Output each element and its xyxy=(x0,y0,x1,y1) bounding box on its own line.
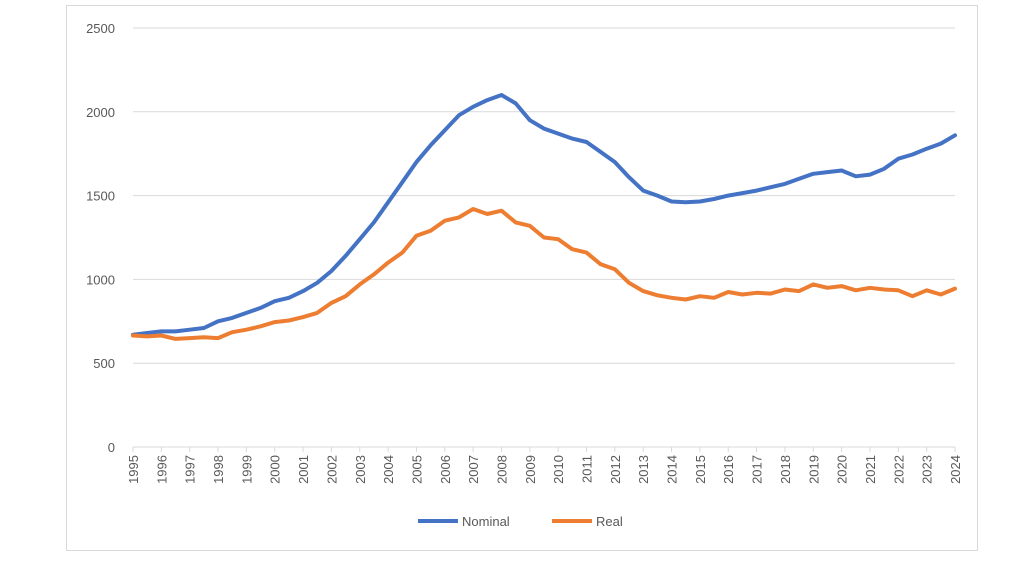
x-tick-label: 2014 xyxy=(665,455,680,484)
y-tick-label: 2500 xyxy=(86,21,115,36)
x-tick-label: 2002 xyxy=(324,455,339,484)
y-tick-label: 2000 xyxy=(86,105,115,120)
x-tick-label: 2021 xyxy=(863,455,878,484)
x-tick-label: 2024 xyxy=(948,455,963,484)
series-line-real xyxy=(131,207,957,341)
x-tick-label: 1995 xyxy=(126,455,141,484)
x-tick-label: 2005 xyxy=(409,455,424,484)
x-tick-label: 2018 xyxy=(778,455,793,484)
x-tick-label: 2023 xyxy=(920,455,935,484)
x-tick-label: 2017 xyxy=(750,455,765,484)
x-tick-label: 1996 xyxy=(154,455,169,484)
legend-label: Real xyxy=(596,514,623,529)
chart-frame xyxy=(66,5,978,551)
y-tick-label: 1500 xyxy=(86,189,115,204)
x-tick-label: 1999 xyxy=(239,455,254,484)
x-tick-label: 2019 xyxy=(806,455,821,484)
x-tick-label: 2022 xyxy=(891,455,906,484)
x-tick-label: 2006 xyxy=(438,455,453,484)
y-tick-label: 500 xyxy=(93,356,115,371)
x-tick-label: 2015 xyxy=(693,455,708,484)
y-tick-label: 0 xyxy=(108,440,115,455)
x-tick-label: 2007 xyxy=(466,455,481,484)
y-tick-label: 1000 xyxy=(86,272,115,287)
x-tick-label: 2020 xyxy=(835,455,850,484)
x-tick-label: 2008 xyxy=(494,455,509,484)
x-tick-label: 2009 xyxy=(523,455,538,484)
x-tick-label: 2012 xyxy=(608,455,623,484)
series-line-nominal xyxy=(131,93,957,337)
x-tick-label: 1997 xyxy=(183,455,198,484)
x-tick-label: 2004 xyxy=(381,455,396,484)
x-tick-label: 2000 xyxy=(268,455,283,484)
x-tick-label: 2001 xyxy=(296,455,311,484)
x-tick-label: 1998 xyxy=(211,455,226,484)
x-tick-label: 2003 xyxy=(353,455,368,484)
x-tick-label: 2016 xyxy=(721,455,736,484)
x-tick-label: 2010 xyxy=(551,455,566,484)
legend-label: Nominal xyxy=(462,514,510,529)
x-tick-label: 2011 xyxy=(580,455,595,483)
x-tick-label: 2013 xyxy=(636,455,651,484)
